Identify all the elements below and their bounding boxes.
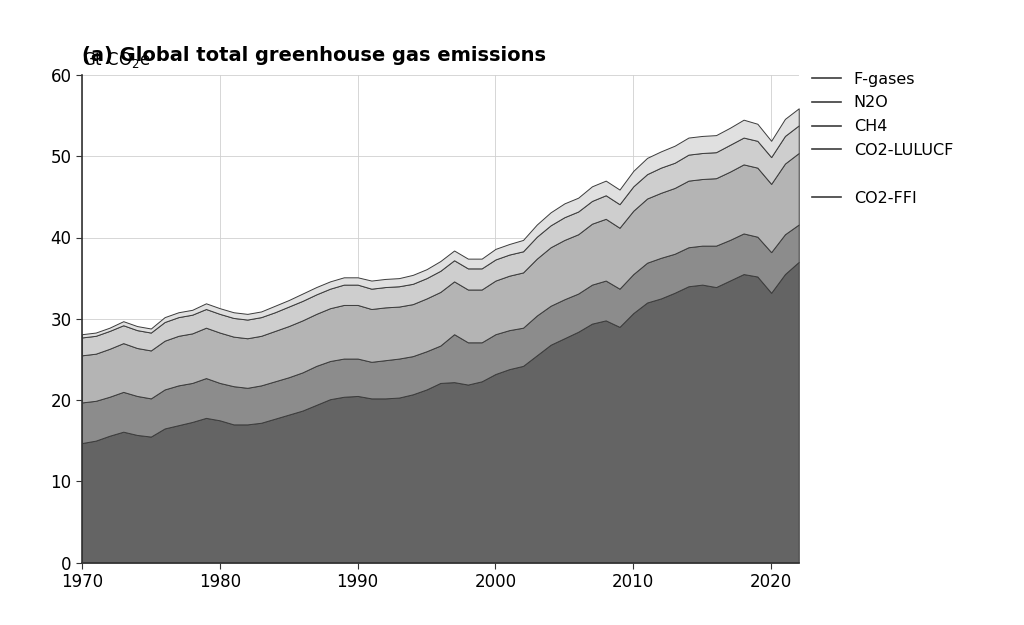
Text: (a) Global total greenhouse gas emissions: (a) Global total greenhouse gas emission…	[82, 46, 546, 65]
Text: Gt CO$_2$e: Gt CO$_2$e	[82, 50, 151, 70]
Legend: F-gases, N2O, CH4, CO2-LULUCF, , CO2-FFI: F-gases, N2O, CH4, CO2-LULUCF, , CO2-FFI	[806, 65, 959, 212]
